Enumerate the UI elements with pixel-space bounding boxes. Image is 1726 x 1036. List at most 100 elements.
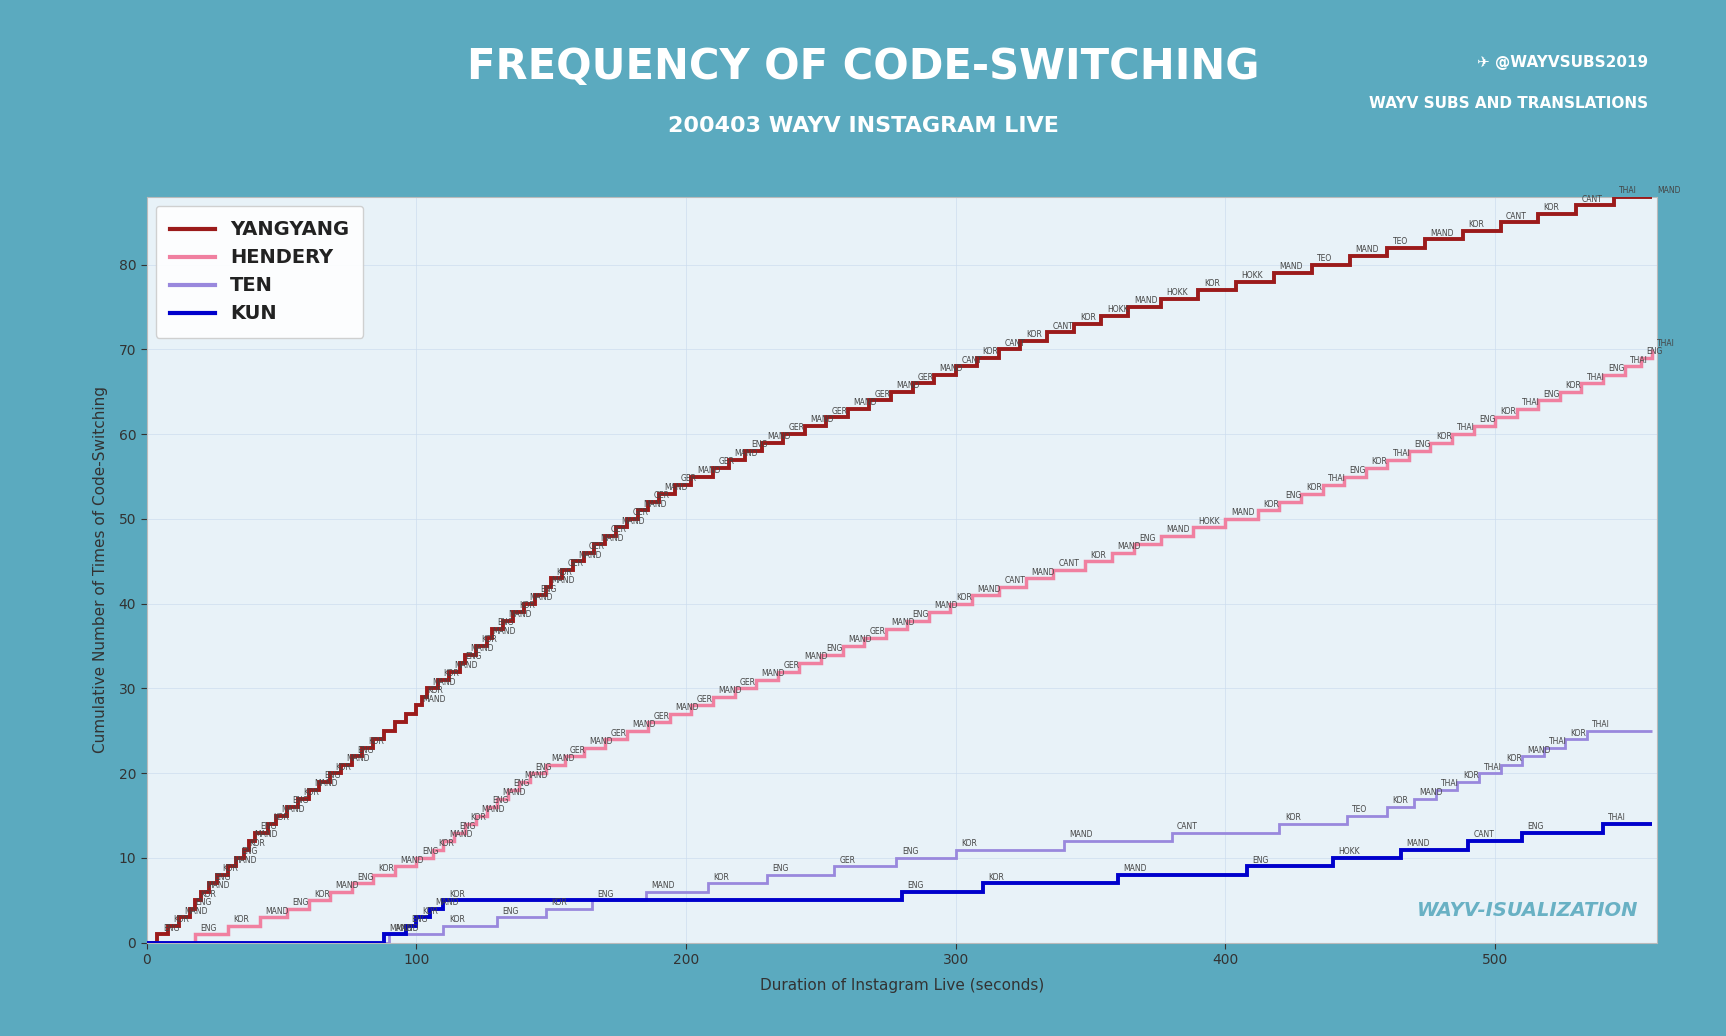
Text: MAND: MAND xyxy=(601,534,623,543)
Text: KOR: KOR xyxy=(987,872,1005,882)
Text: THAI: THAI xyxy=(1550,737,1567,746)
Text: KOR: KOR xyxy=(1263,499,1279,509)
Text: MAND: MAND xyxy=(675,703,699,712)
Text: GER: GER xyxy=(918,373,934,381)
Text: KOR: KOR xyxy=(1025,330,1043,339)
Text: MAND: MAND xyxy=(454,661,478,670)
Text: ENG: ENG xyxy=(913,610,929,618)
Text: KOR: KOR xyxy=(520,602,535,610)
Text: THAI: THAI xyxy=(1457,424,1476,432)
Text: KOR: KOR xyxy=(368,737,383,746)
Text: ENG: ENG xyxy=(492,797,507,805)
Text: ENG: ENG xyxy=(214,872,231,882)
Text: KOR: KOR xyxy=(249,839,266,847)
Text: THAI: THAI xyxy=(1522,398,1540,407)
Text: ENG: ENG xyxy=(1479,415,1495,424)
Text: CANT: CANT xyxy=(1005,339,1025,348)
Text: MAND: MAND xyxy=(891,618,915,628)
Text: ENG: ENG xyxy=(901,847,918,857)
Text: MAND: MAND xyxy=(185,906,207,916)
Text: MAND: MAND xyxy=(896,381,920,391)
Text: MAND: MAND xyxy=(1124,864,1146,873)
Text: MAND: MAND xyxy=(735,449,758,458)
Text: MAND: MAND xyxy=(390,923,413,932)
Text: KOR: KOR xyxy=(233,915,249,924)
Text: MAND: MAND xyxy=(766,432,791,441)
Text: MAND: MAND xyxy=(1167,525,1189,535)
Text: MAND: MAND xyxy=(718,686,742,695)
Text: GER: GER xyxy=(870,627,885,636)
Text: ENG: ENG xyxy=(324,771,342,780)
Text: MAND: MAND xyxy=(435,898,459,908)
Text: ENG: ENG xyxy=(292,797,309,805)
Text: KOR: KOR xyxy=(961,839,977,847)
Text: ENG: ENG xyxy=(464,653,482,661)
Text: KOR: KOR xyxy=(449,890,464,898)
Text: CANT: CANT xyxy=(1005,576,1025,585)
Text: MAND: MAND xyxy=(1032,568,1055,577)
Text: KOR: KOR xyxy=(1370,457,1388,466)
Text: MAND: MAND xyxy=(809,415,834,424)
Text: HOKK: HOKK xyxy=(1241,270,1263,280)
Text: ENG: ENG xyxy=(292,898,309,908)
Text: GER: GER xyxy=(875,390,891,399)
Text: ENG: ENG xyxy=(459,822,476,831)
Text: TEO: TEO xyxy=(1317,254,1332,263)
Text: MAND: MAND xyxy=(335,882,359,890)
Text: KOR: KOR xyxy=(556,568,573,577)
Text: ENG: ENG xyxy=(502,906,520,916)
Text: GER: GER xyxy=(680,474,697,484)
Text: KOR: KOR xyxy=(1469,220,1484,229)
Text: CANT: CANT xyxy=(1053,322,1074,330)
Text: MAND: MAND xyxy=(1528,746,1552,754)
Text: ENG: ENG xyxy=(261,822,276,831)
Text: ENG: ENG xyxy=(497,618,514,628)
Text: KOR: KOR xyxy=(314,890,330,898)
Text: MAND: MAND xyxy=(507,610,532,618)
Text: KOR: KOR xyxy=(482,635,497,644)
Text: MAND: MAND xyxy=(697,466,720,474)
Text: ENG: ENG xyxy=(597,890,613,898)
Text: MAND: MAND xyxy=(1068,830,1093,839)
Text: CANT: CANT xyxy=(1474,830,1495,839)
Text: KOR: KOR xyxy=(223,864,238,873)
Text: GER: GER xyxy=(832,406,847,415)
Text: MAND: MAND xyxy=(1419,788,1443,797)
Text: MAND: MAND xyxy=(651,882,675,890)
Text: GER: GER xyxy=(697,695,713,703)
Text: MAND: MAND xyxy=(255,830,278,839)
Text: KOR: KOR xyxy=(1284,813,1301,823)
Text: MAND: MAND xyxy=(1431,229,1453,237)
Text: ENG: ENG xyxy=(514,779,530,788)
Text: GER: GER xyxy=(784,661,799,670)
Text: KOR: KOR xyxy=(1091,550,1106,559)
Text: GER: GER xyxy=(718,457,735,466)
X-axis label: Duration of Instagram Live (seconds): Duration of Instagram Live (seconds) xyxy=(759,978,1044,994)
Text: WAYV SUBS AND TRANSLATIONS: WAYV SUBS AND TRANSLATIONS xyxy=(1369,96,1648,111)
Text: CANT: CANT xyxy=(1581,195,1602,204)
Text: KOR: KOR xyxy=(378,864,395,873)
Text: ENG: ENG xyxy=(1528,822,1543,831)
Text: KOR: KOR xyxy=(428,686,444,695)
Text: ENG: ENG xyxy=(535,762,551,772)
Text: KOR: KOR xyxy=(713,872,728,882)
Text: CANT: CANT xyxy=(1058,559,1079,568)
Text: MAND: MAND xyxy=(1355,246,1379,255)
Text: HOKK: HOKK xyxy=(1167,288,1187,297)
Text: MAND: MAND xyxy=(469,643,494,653)
Text: MAND: MAND xyxy=(281,805,306,814)
Text: MAND: MAND xyxy=(502,788,526,797)
Legend: YANGYANG, HENDERY, TEN, KUN: YANGYANG, HENDERY, TEN, KUN xyxy=(155,206,364,338)
Text: KOR: KOR xyxy=(1080,313,1096,322)
Text: 200403 WAYV INSTAGRAM LIVE: 200403 WAYV INSTAGRAM LIVE xyxy=(668,116,1058,137)
Text: MAND: MAND xyxy=(1407,839,1429,847)
Text: ENG: ENG xyxy=(411,915,428,924)
Text: GER: GER xyxy=(654,491,670,500)
Text: MAND: MAND xyxy=(1231,509,1255,517)
Text: MAND: MAND xyxy=(482,805,504,814)
Text: GER: GER xyxy=(632,509,649,517)
Text: ENG: ENG xyxy=(1284,491,1301,500)
Text: ✈ @WAYVSUBS2019: ✈ @WAYVSUBS2019 xyxy=(1477,55,1648,69)
Text: HOKK: HOKK xyxy=(1198,517,1220,525)
Text: MAND: MAND xyxy=(205,882,230,890)
